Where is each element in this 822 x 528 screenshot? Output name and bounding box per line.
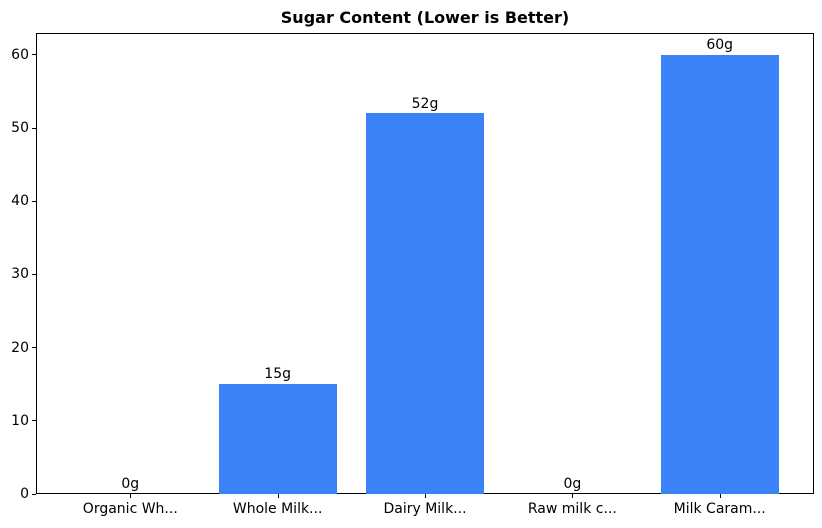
y-axis-tick-mark [32, 493, 36, 495]
x-axis-tick-mark [572, 494, 574, 498]
x-axis-tick-label: Raw milk c... [527, 501, 617, 517]
x-axis-tick-label: Dairy Milk... [383, 501, 467, 517]
y-axis-tick-mark [32, 127, 36, 129]
y-axis-tick-mark [32, 200, 36, 202]
bar-value-label: 60g [706, 36, 734, 53]
bar [660, 54, 779, 494]
x-axis-tick-label: Whole Milk... [232, 501, 323, 517]
x-axis-tick-label: Milk Caram... [673, 501, 766, 517]
bar-value-label: 0g [563, 476, 582, 492]
bar-value-label: 15g [264, 366, 291, 383]
y-axis-tick-label: 20 [11, 339, 29, 356]
bar-value-label: 0g [121, 476, 140, 492]
x-axis-tick-mark [130, 494, 132, 498]
y-axis-tick-label: 60 [11, 46, 29, 63]
y-axis-tick-mark [32, 420, 36, 422]
bar-value-label: 52g [411, 95, 439, 112]
y-axis-tick-mark [32, 347, 36, 349]
x-axis-tick-mark [719, 494, 721, 498]
bar [366, 113, 484, 494]
y-axis-tick-label: 30 [11, 266, 29, 283]
chart-title: Sugar Content (Lower is Better) [280, 8, 570, 27]
y-axis-tick-label: 0 [20, 486, 29, 502]
x-axis-tick-mark [277, 494, 279, 498]
y-axis-tick-mark [32, 273, 36, 275]
x-axis-tick-mark [425, 494, 426, 498]
y-axis-tick-mark [32, 54, 36, 56]
y-axis-tick-label: 50 [11, 120, 29, 137]
bar [218, 384, 337, 494]
x-axis-tick-label: Organic Wh... [82, 501, 178, 517]
y-axis-tick-label: 10 [11, 412, 29, 429]
y-axis-tick-label: 40 [11, 193, 29, 210]
